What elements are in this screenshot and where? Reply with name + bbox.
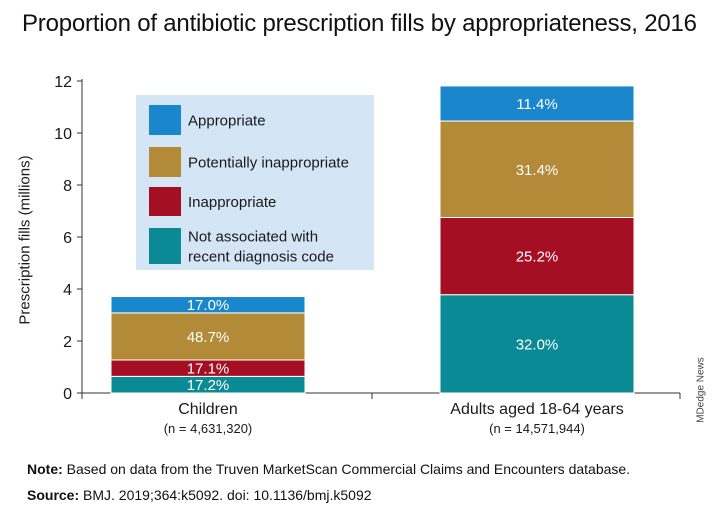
legend-swatch xyxy=(149,187,181,216)
credit-text: MDedge News xyxy=(695,357,707,423)
x-category-label: Adults aged 18-64 years xyxy=(450,401,623,418)
chart-title: Proportion of antibiotic prescription fi… xyxy=(22,10,697,37)
note-label: Note: xyxy=(27,461,63,477)
bar-segment xyxy=(110,312,306,361)
bar-segment xyxy=(439,85,635,122)
y-tick-label: 6 xyxy=(63,230,72,247)
y-tick-label: 2 xyxy=(63,334,72,351)
source-text: BMJ. 2019;364:k5092. doi: 10.1136/bmj.k5… xyxy=(79,487,372,503)
legend-swatch xyxy=(149,147,181,177)
bar-data-label: 17.1% xyxy=(187,361,230,378)
legend-label: Potentially inappropriate xyxy=(188,155,349,172)
y-tick-label: 12 xyxy=(54,74,72,91)
y-tick-label: 4 xyxy=(63,282,72,299)
x-category-sublabel: (n = 14,571,944) xyxy=(489,421,585,436)
bar-segment xyxy=(439,120,635,218)
y-tick-label: 10 xyxy=(54,126,72,143)
legend-label: Not associated with xyxy=(188,229,318,246)
y-tick-label: 0 xyxy=(63,386,72,403)
bar-data-label: 32.0% xyxy=(516,336,559,353)
note-text: Based on data from the Truven MarketScan… xyxy=(62,461,631,477)
bar-data-label: 25.2% xyxy=(516,249,559,266)
legend-swatch xyxy=(149,228,181,264)
bar-data-label: 17.2% xyxy=(187,377,230,394)
bar-data-label: 17.0% xyxy=(187,297,230,314)
bar-segment xyxy=(439,294,635,394)
bar-segment xyxy=(110,296,306,314)
x-category-sublabel: (n = 4,631,320) xyxy=(164,421,253,436)
footnote-source: Source: BMJ. 2019;364:k5092. doi: 10.113… xyxy=(27,487,372,503)
credit-container: MDedge News xyxy=(690,320,712,460)
bar-data-label: 48.7% xyxy=(187,329,230,346)
source-label: Source: xyxy=(27,487,80,503)
x-category-label: Children xyxy=(178,401,238,418)
footnote-note: Note: Based on data from the Truven Mark… xyxy=(27,461,630,477)
legend-label: recent diagnosis code xyxy=(188,249,334,266)
stacked-bar-chart: 0 2 4 6 8 10 12 17.2%17.1% 48.7% 17.0% Children (n … xyxy=(54,74,681,436)
bar-data-label: 11.4% xyxy=(516,96,557,113)
legend-label: Appropriate xyxy=(188,113,266,130)
legend-swatch xyxy=(149,105,181,135)
y-tick-label: 8 xyxy=(63,178,72,195)
legend-label: Inappropriate xyxy=(188,194,276,211)
bar-data-label: 31.4% xyxy=(516,162,559,179)
